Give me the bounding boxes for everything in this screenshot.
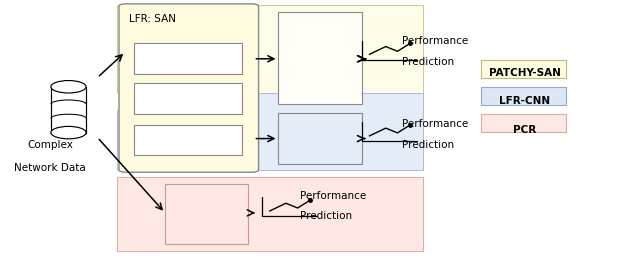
Ellipse shape bbox=[51, 126, 86, 139]
Text: (3 FMs): (3 FMs) bbox=[300, 147, 340, 156]
FancyBboxPatch shape bbox=[134, 125, 242, 155]
Text: (7 FMs): (7 FMs) bbox=[184, 218, 225, 228]
FancyBboxPatch shape bbox=[119, 4, 259, 172]
Text: Network Data: Network Data bbox=[14, 163, 86, 173]
Text: Performance: Performance bbox=[402, 119, 468, 129]
FancyBboxPatch shape bbox=[481, 114, 566, 132]
FancyBboxPatch shape bbox=[117, 177, 423, 251]
FancyBboxPatch shape bbox=[117, 93, 248, 110]
Text: Prediction: Prediction bbox=[402, 57, 454, 67]
FancyBboxPatch shape bbox=[117, 5, 423, 170]
FancyBboxPatch shape bbox=[134, 83, 242, 114]
Text: Selection: Selection bbox=[162, 53, 211, 62]
Text: Complex: Complex bbox=[27, 140, 73, 150]
FancyBboxPatch shape bbox=[117, 93, 423, 170]
Text: LFR: SAN: LFR: SAN bbox=[129, 15, 176, 24]
Text: 1D-CNN: 1D-CNN bbox=[296, 52, 344, 65]
FancyBboxPatch shape bbox=[481, 87, 566, 105]
Text: Prediction: Prediction bbox=[402, 140, 454, 150]
Text: Normalization: Normalization bbox=[150, 133, 223, 143]
Text: LFR-CNN: LFR-CNN bbox=[499, 96, 550, 106]
FancyBboxPatch shape bbox=[165, 184, 248, 244]
Text: 2D-CNN: 2D-CNN bbox=[296, 126, 344, 139]
FancyBboxPatch shape bbox=[278, 113, 362, 164]
Text: PATCHY-SAN: PATCHY-SAN bbox=[489, 68, 561, 78]
Text: 2D-CNN: 2D-CNN bbox=[181, 197, 228, 210]
FancyBboxPatch shape bbox=[134, 43, 242, 74]
Text: Performance: Performance bbox=[402, 37, 468, 46]
Text: PCR: PCR bbox=[513, 125, 536, 135]
FancyBboxPatch shape bbox=[278, 12, 362, 104]
Text: Prediction: Prediction bbox=[300, 211, 351, 221]
Text: Performance: Performance bbox=[300, 191, 366, 200]
FancyBboxPatch shape bbox=[481, 60, 566, 78]
Ellipse shape bbox=[51, 81, 86, 93]
Text: Assembly: Assembly bbox=[161, 93, 211, 103]
